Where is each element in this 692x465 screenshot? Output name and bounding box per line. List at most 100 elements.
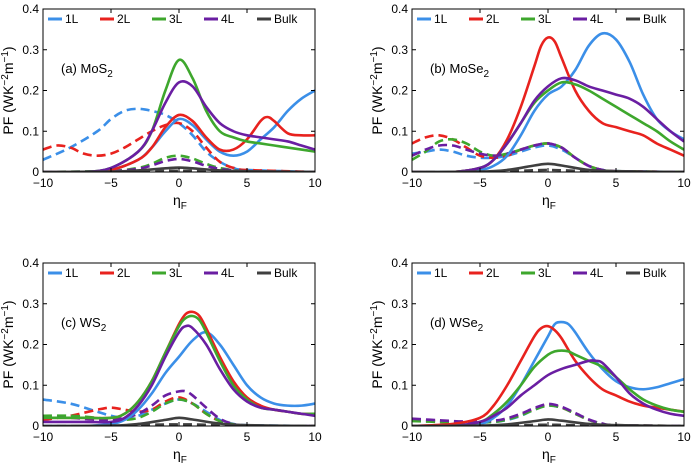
series-group (43, 58, 315, 172)
y-tick-label: 0.3 (391, 297, 408, 311)
y-axis-label: PF (WK−2m−1) (369, 300, 385, 388)
legend-label-1l: 1L (65, 266, 79, 280)
series-line-bulk-solid (412, 162, 684, 172)
y-axis-label: PF (WK−2m−1) (369, 46, 385, 134)
series-group (43, 310, 315, 426)
legend-label-1l: 1L (65, 12, 79, 26)
series-line-bulk-solid (412, 418, 684, 426)
panel-4: −10 −5 0 5 10 0 0.1 0.2 0.3 0.4 ηF PF (WK−2m−1) (d) … (369, 256, 691, 465)
x-tick-label: 0 (545, 176, 552, 190)
plot-frame (42, 8, 316, 173)
y-tick-label: 0.4 (391, 2, 408, 16)
x-tick-label: −10 (33, 176, 54, 190)
legend-label-3l: 3L (169, 12, 183, 26)
panel-annotation: (a) MoS2 (61, 61, 113, 80)
series-line-3l-solid (412, 349, 684, 426)
panel-3: −10 −5 0 5 10 0 0.1 0.2 0.3 0.4 ηF PF (WK−2m−1) (c) … (0, 256, 322, 465)
legend-label-3l: 3L (538, 12, 552, 26)
y-tick-label: 0 (32, 419, 39, 433)
y-tick-label: 0.2 (22, 84, 39, 98)
legend-label-3l: 3L (538, 266, 552, 280)
x-tick-label: −5 (104, 176, 118, 190)
legend-label-bulk: Bulk (274, 12, 298, 26)
y-tick-label: 0.2 (22, 338, 39, 352)
x-tick-label: 5 (613, 430, 620, 444)
x-tick-label: 10 (677, 430, 691, 444)
legend-label-1l: 1L (434, 266, 448, 280)
y-tick-label: 0.4 (22, 256, 39, 270)
series-line-bulk-solid (43, 416, 315, 426)
x-tick-label: −10 (33, 430, 54, 444)
series-line-2l-solid (412, 324, 684, 426)
y-tick-label: 0.1 (22, 124, 39, 138)
y-axis-label: PF (WK−2m−1) (0, 46, 16, 134)
series-line-2l-solid (43, 113, 315, 172)
legend-label-bulk: Bulk (274, 266, 298, 280)
series-line-4l-solid (412, 76, 684, 172)
legend-label-bulk: Bulk (643, 266, 667, 280)
series-line-4l-solid (43, 79, 315, 172)
series-line-4l-dashed (412, 142, 684, 172)
y-axis-label: PF (WK−2m−1) (0, 300, 16, 388)
series-line-4l-dashed (43, 389, 315, 426)
y-tick-label: 0.2 (391, 338, 408, 352)
legend-label-2l: 2L (486, 266, 500, 280)
y-tick-label: 0.4 (391, 256, 408, 270)
legend-label-1l: 1L (434, 12, 448, 26)
x-axis-label: ηF (542, 192, 556, 212)
panel-annotation: (b) MoSe2 (430, 61, 489, 80)
x-tick-label: −10 (402, 430, 423, 444)
x-tick-label: −5 (473, 430, 487, 444)
legend-label-2l: 2L (117, 12, 131, 26)
series-line-2l-solid (412, 36, 684, 172)
x-tick-label: 10 (677, 176, 691, 190)
x-tick-label: 5 (613, 176, 620, 190)
y-tick-label: 0.3 (22, 43, 39, 57)
x-axis-label: ηF (542, 446, 556, 465)
plot-frame (42, 262, 316, 427)
x-axis-label: ηF (173, 192, 187, 212)
series-line-1l-solid (412, 31, 684, 172)
legend-label-2l: 2L (117, 266, 131, 280)
y-tick-label: 0 (401, 165, 408, 179)
y-tick-label: 0 (401, 419, 408, 433)
panel-annotation: (c) WS2 (61, 315, 107, 334)
x-tick-label: 0 (176, 430, 183, 444)
x-tick-label: −5 (104, 430, 118, 444)
plot-frame (411, 262, 685, 427)
x-tick-label: −10 (402, 176, 423, 190)
panel-annotation: (d) WSe2 (430, 315, 484, 334)
x-tick-label: 0 (545, 430, 552, 444)
legend-label-4l: 4L (221, 12, 235, 26)
x-tick-label: −5 (473, 176, 487, 190)
panel-2: −10 −5 0 5 10 0 0.1 0.2 0.3 0.4 ηF PF (WK−2m−1) (b) … (369, 2, 691, 212)
series-line-bulk-solid (43, 166, 315, 172)
y-tick-label: 0.1 (391, 378, 408, 392)
legend-label-4l: 4L (590, 266, 604, 280)
panel-1: −10 −5 0 5 10 0 0.1 0.2 0.3 0.4 ηF PF (WK−2m−1) (a) … (0, 2, 322, 212)
legend-label-bulk: Bulk (643, 12, 667, 26)
y-tick-label: 0.3 (22, 297, 39, 311)
series-line-2l-dashed (43, 121, 315, 172)
y-tick-label: 0.4 (22, 2, 39, 16)
legend-label-4l: 4L (590, 12, 604, 26)
series-group (412, 320, 684, 426)
y-tick-label: 0 (32, 165, 39, 179)
legend-label-4l: 4L (221, 266, 235, 280)
series-line-4l-solid (43, 324, 315, 424)
x-tick-label: 0 (176, 176, 183, 190)
legend-label-2l: 2L (486, 12, 500, 26)
y-tick-label: 0.1 (391, 124, 408, 138)
y-tick-label: 0.2 (391, 84, 408, 98)
series-line-1l-solid (43, 330, 315, 426)
series-line-4l-solid (412, 359, 684, 426)
x-tick-label: 5 (244, 430, 251, 444)
x-tick-label: 10 (308, 176, 322, 190)
series-line-2l-dashed (412, 133, 684, 172)
series-line-1l-solid (43, 89, 315, 172)
legend-label-3l: 3L (169, 266, 183, 280)
x-tick-label: 5 (244, 176, 251, 190)
series-group (412, 31, 684, 172)
y-tick-label: 0.1 (22, 378, 39, 392)
